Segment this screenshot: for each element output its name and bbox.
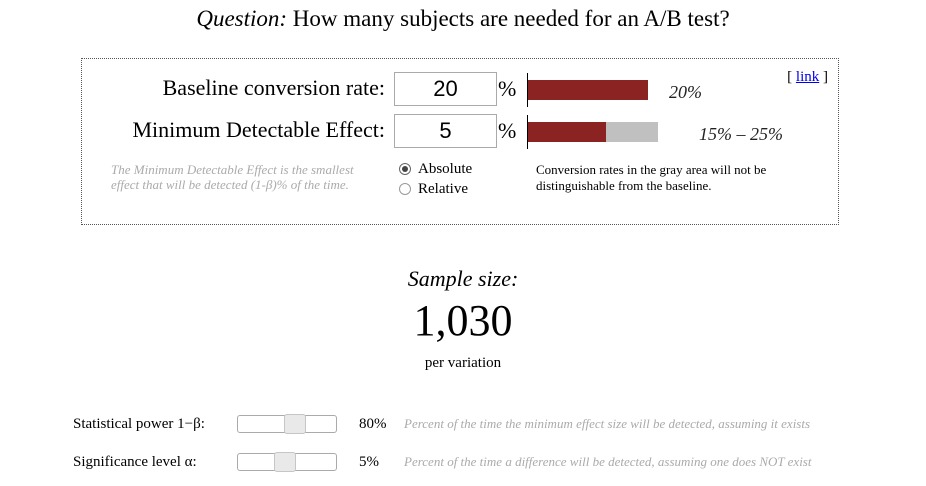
question-text: How many subjects are needed for an A/B … <box>287 6 730 31</box>
link-bracket-open: [ <box>787 69 796 85</box>
sample-size-value: 1,030 <box>413 296 513 345</box>
significance-label: Significance level α: <box>73 454 197 470</box>
mde-range-label: 15% – 25% <box>699 124 783 144</box>
mde-description: The Minimum Detectable Effect is the sma… <box>111 162 354 192</box>
significance-slider[interactable] <box>237 452 337 472</box>
radio-absolute-icon[interactable] <box>399 163 411 175</box>
radio-absolute[interactable]: Absolute <box>399 160 472 178</box>
power-description: Percent of the time the minimum effect s… <box>404 416 811 431</box>
question-label: Question: <box>196 6 288 31</box>
gray-area-note: Conversion rates in the gray area will n… <box>536 162 767 193</box>
power-value: 80% <box>359 416 387 432</box>
question-heading: Question: How many subjects are needed f… <box>0 4 926 34</box>
power-label: Statistical power 1−β: <box>73 416 205 432</box>
mde-axis-line <box>527 115 528 149</box>
radio-relative[interactable]: Relative <box>399 180 468 198</box>
power-slider-thumb[interactable] <box>284 414 306 434</box>
radio-relative-icon[interactable] <box>399 183 411 195</box>
mde-red-bar <box>528 122 606 142</box>
mde-input[interactable]: 5 <box>394 114 497 148</box>
baseline-rate-bar <box>528 80 648 100</box>
radio-absolute-label: Absolute <box>418 161 473 177</box>
mde-label: Minimum Detectable Effect: <box>132 117 385 142</box>
significance-slider-thumb[interactable] <box>274 452 296 472</box>
baseline-label: Baseline conversion rate: <box>162 75 385 100</box>
baseline-unit: % <box>498 76 517 101</box>
significance-description: Percent of the time a difference will be… <box>404 454 812 469</box>
baseline-axis-line <box>527 73 528 107</box>
permalink-link[interactable]: link <box>795 69 820 85</box>
input-panel: [ link ] Baseline conversion rate: 20 % … <box>81 58 839 225</box>
radio-relative-label: Relative <box>418 181 468 197</box>
significance-value: 5% <box>359 454 379 470</box>
baseline-input[interactable]: 20 <box>394 72 497 106</box>
mde-unit: % <box>498 118 517 143</box>
sample-size-label: Sample size: <box>407 266 519 291</box>
baseline-bar-label: 20% <box>669 82 702 102</box>
link-wrapper: [ link ] <box>787 68 828 86</box>
link-bracket-close: ] <box>819 69 828 85</box>
per-variation-label: per variation <box>424 355 502 371</box>
power-slider[interactable] <box>237 414 337 434</box>
mde-gray-area <box>606 122 658 142</box>
